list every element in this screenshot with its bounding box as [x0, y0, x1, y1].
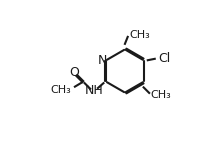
Text: CH₃: CH₃	[150, 90, 171, 100]
Text: NH: NH	[85, 84, 104, 97]
Text: Cl: Cl	[158, 52, 170, 65]
Text: CH₃: CH₃	[129, 30, 150, 40]
Text: CH₃: CH₃	[51, 85, 71, 95]
Text: O: O	[69, 66, 79, 79]
Text: N: N	[98, 54, 107, 67]
